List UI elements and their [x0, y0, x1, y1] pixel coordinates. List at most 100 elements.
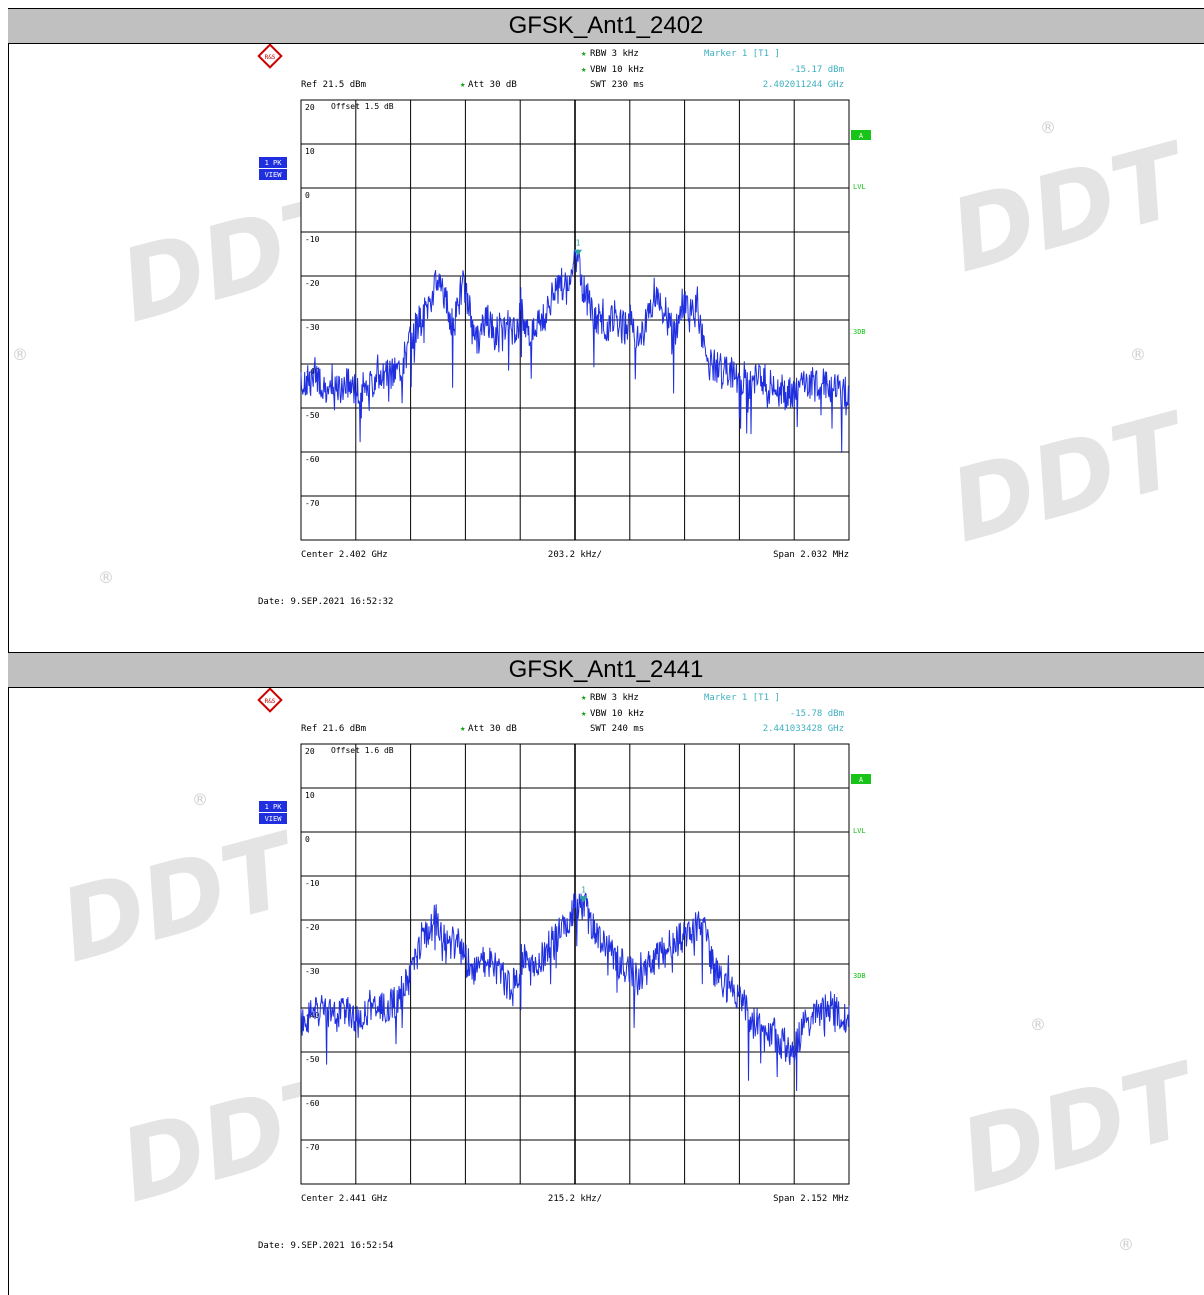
marker-triangle — [579, 896, 588, 903]
section-title-text: GFSK_Ant1_2441 — [508, 656, 704, 683]
side-3db-label: 3DB — [853, 972, 866, 980]
rbw-label: RBW 3 kHz — [590, 693, 639, 703]
capture-date: Date: 9.SEP.2021 16:52:32 — [258, 597, 393, 607]
rs-logo-text: R&S — [265, 54, 276, 61]
ytick-bg — [303, 790, 319, 800]
rbw-star: ★ — [581, 49, 587, 59]
side-a-box — [851, 130, 871, 140]
ytick-bg — [303, 966, 325, 976]
marker-label: Marker 1 [T1 ] — [704, 49, 780, 59]
span-per-division: 203.2 kHz/ — [548, 550, 602, 560]
ytick-label: -10 — [305, 879, 320, 888]
trace-series — [300, 893, 850, 1092]
ytick-label: 20 — [305, 103, 315, 112]
ytick-bg — [303, 190, 313, 200]
ytick-bg — [303, 278, 325, 288]
grid — [300, 99, 850, 541]
registered-mark: ® — [12, 345, 28, 364]
att-label: Att 30 dB — [468, 80, 517, 90]
side-a-label: A — [859, 776, 864, 784]
trace-mode-label: 1 PK — [265, 803, 283, 811]
ytick-label: 10 — [305, 147, 315, 156]
ytick-bg — [303, 1098, 325, 1108]
section-title-2: GFSK_Ant1_2441 — [8, 652, 1204, 688]
ytick-bg — [303, 1142, 325, 1152]
ytick-label: -60 — [305, 455, 320, 464]
rs-logo: R&S — [257, 688, 283, 713]
center-frequency: Center 2.441 GHz — [301, 1194, 388, 1204]
marker-number: 1 — [581, 885, 586, 894]
trace-box-1 — [259, 801, 287, 812]
vbw-label: VBW 10 kHz — [590, 709, 644, 719]
att-label: Att 30 dB — [468, 724, 517, 734]
span-label: Span 2.152 MHz — [773, 1194, 849, 1204]
ref-level: Ref 21.6 dBm — [301, 724, 366, 734]
ytick-label: -70 — [305, 499, 320, 508]
rs-logo-diamond — [257, 688, 283, 713]
span-per-division: 215.2 kHz/ — [548, 1194, 602, 1204]
vbw-star: ★ — [581, 709, 587, 719]
side-3db-label: 3DB — [853, 328, 866, 336]
section-title-text: GFSK_Ant1_2402 — [508, 12, 704, 39]
ytick-label: -30 — [305, 323, 320, 332]
trace-box-2 — [259, 813, 287, 824]
ytick-bg — [303, 234, 325, 244]
marker-frequency: 2.441033428 GHz — [763, 724, 844, 734]
registered-mark: ® — [98, 568, 114, 587]
marker-triangle — [574, 249, 583, 256]
ytick-bg — [303, 146, 319, 156]
registered-mark: ® — [1030, 1015, 1046, 1034]
section-title-1: GFSK_Ant1_2402 — [8, 8, 1204, 44]
ytick-label: 10 — [305, 791, 315, 800]
span-label: Span 2.032 MHz — [773, 550, 849, 560]
trace-box-2 — [259, 169, 287, 180]
side-a-label: A — [859, 132, 864, 140]
trace-box-1 — [259, 157, 287, 168]
ytick-bg — [303, 322, 325, 332]
ytick-label: 0 — [305, 835, 310, 844]
marker-level: -15.17 dBm — [790, 65, 844, 75]
rs-logo: R&S — [257, 44, 283, 69]
trace-view-label: VIEW — [265, 171, 283, 179]
ytick-bg — [303, 1054, 325, 1064]
ytick-label: 20 — [305, 747, 315, 756]
ytick-bg — [303, 834, 313, 844]
ytick-label: -10 — [305, 235, 320, 244]
ytick-bg — [303, 1010, 325, 1020]
offset-label: Offset 1.6 dB — [331, 746, 394, 755]
marker-frequency: 2.402011244 GHz — [763, 80, 844, 90]
ytick-label: 0 — [305, 191, 310, 200]
ytick-label: -70 — [305, 1143, 320, 1152]
att-star: ★ — [460, 80, 466, 90]
registered-mark: ® — [1130, 345, 1146, 364]
marker-number: 1 — [576, 239, 581, 248]
registered-mark: ® — [1040, 118, 1056, 137]
att-star: ★ — [460, 724, 466, 734]
ytick-bg — [303, 410, 325, 420]
ytick-label: -60 — [305, 1099, 320, 1108]
trace-series — [300, 249, 850, 453]
vbw-label: VBW 10 kHz — [590, 65, 644, 75]
ytick-label: -20 — [305, 279, 320, 288]
ytick-bg — [303, 922, 325, 932]
offset-label: Offset 1.5 dB — [331, 102, 394, 111]
ytick-bg — [303, 746, 319, 756]
ytick-label: -50 — [305, 1055, 320, 1064]
swt-label: SWT 230 ms — [590, 80, 644, 90]
capture-date: Date: 9.SEP.2021 16:52:54 — [258, 1241, 393, 1251]
ytick-bg — [303, 498, 325, 508]
registered-mark: ® — [1118, 1235, 1134, 1254]
rs-logo-diamond — [257, 44, 283, 69]
grid — [300, 743, 850, 1185]
ref-level: Ref 21.5 dBm — [301, 80, 366, 90]
swt-label: SWT 240 ms — [590, 724, 644, 734]
registered-mark: ® — [192, 790, 208, 809]
ytick-bg — [303, 454, 325, 464]
trace-view-label: VIEW — [265, 815, 283, 823]
center-frequency: Center 2.402 GHz — [301, 550, 388, 560]
ytick-label: -30 — [305, 967, 320, 976]
marker-level: -15.78 dBm — [790, 709, 844, 719]
rs-logo-text: R&S — [265, 698, 276, 705]
